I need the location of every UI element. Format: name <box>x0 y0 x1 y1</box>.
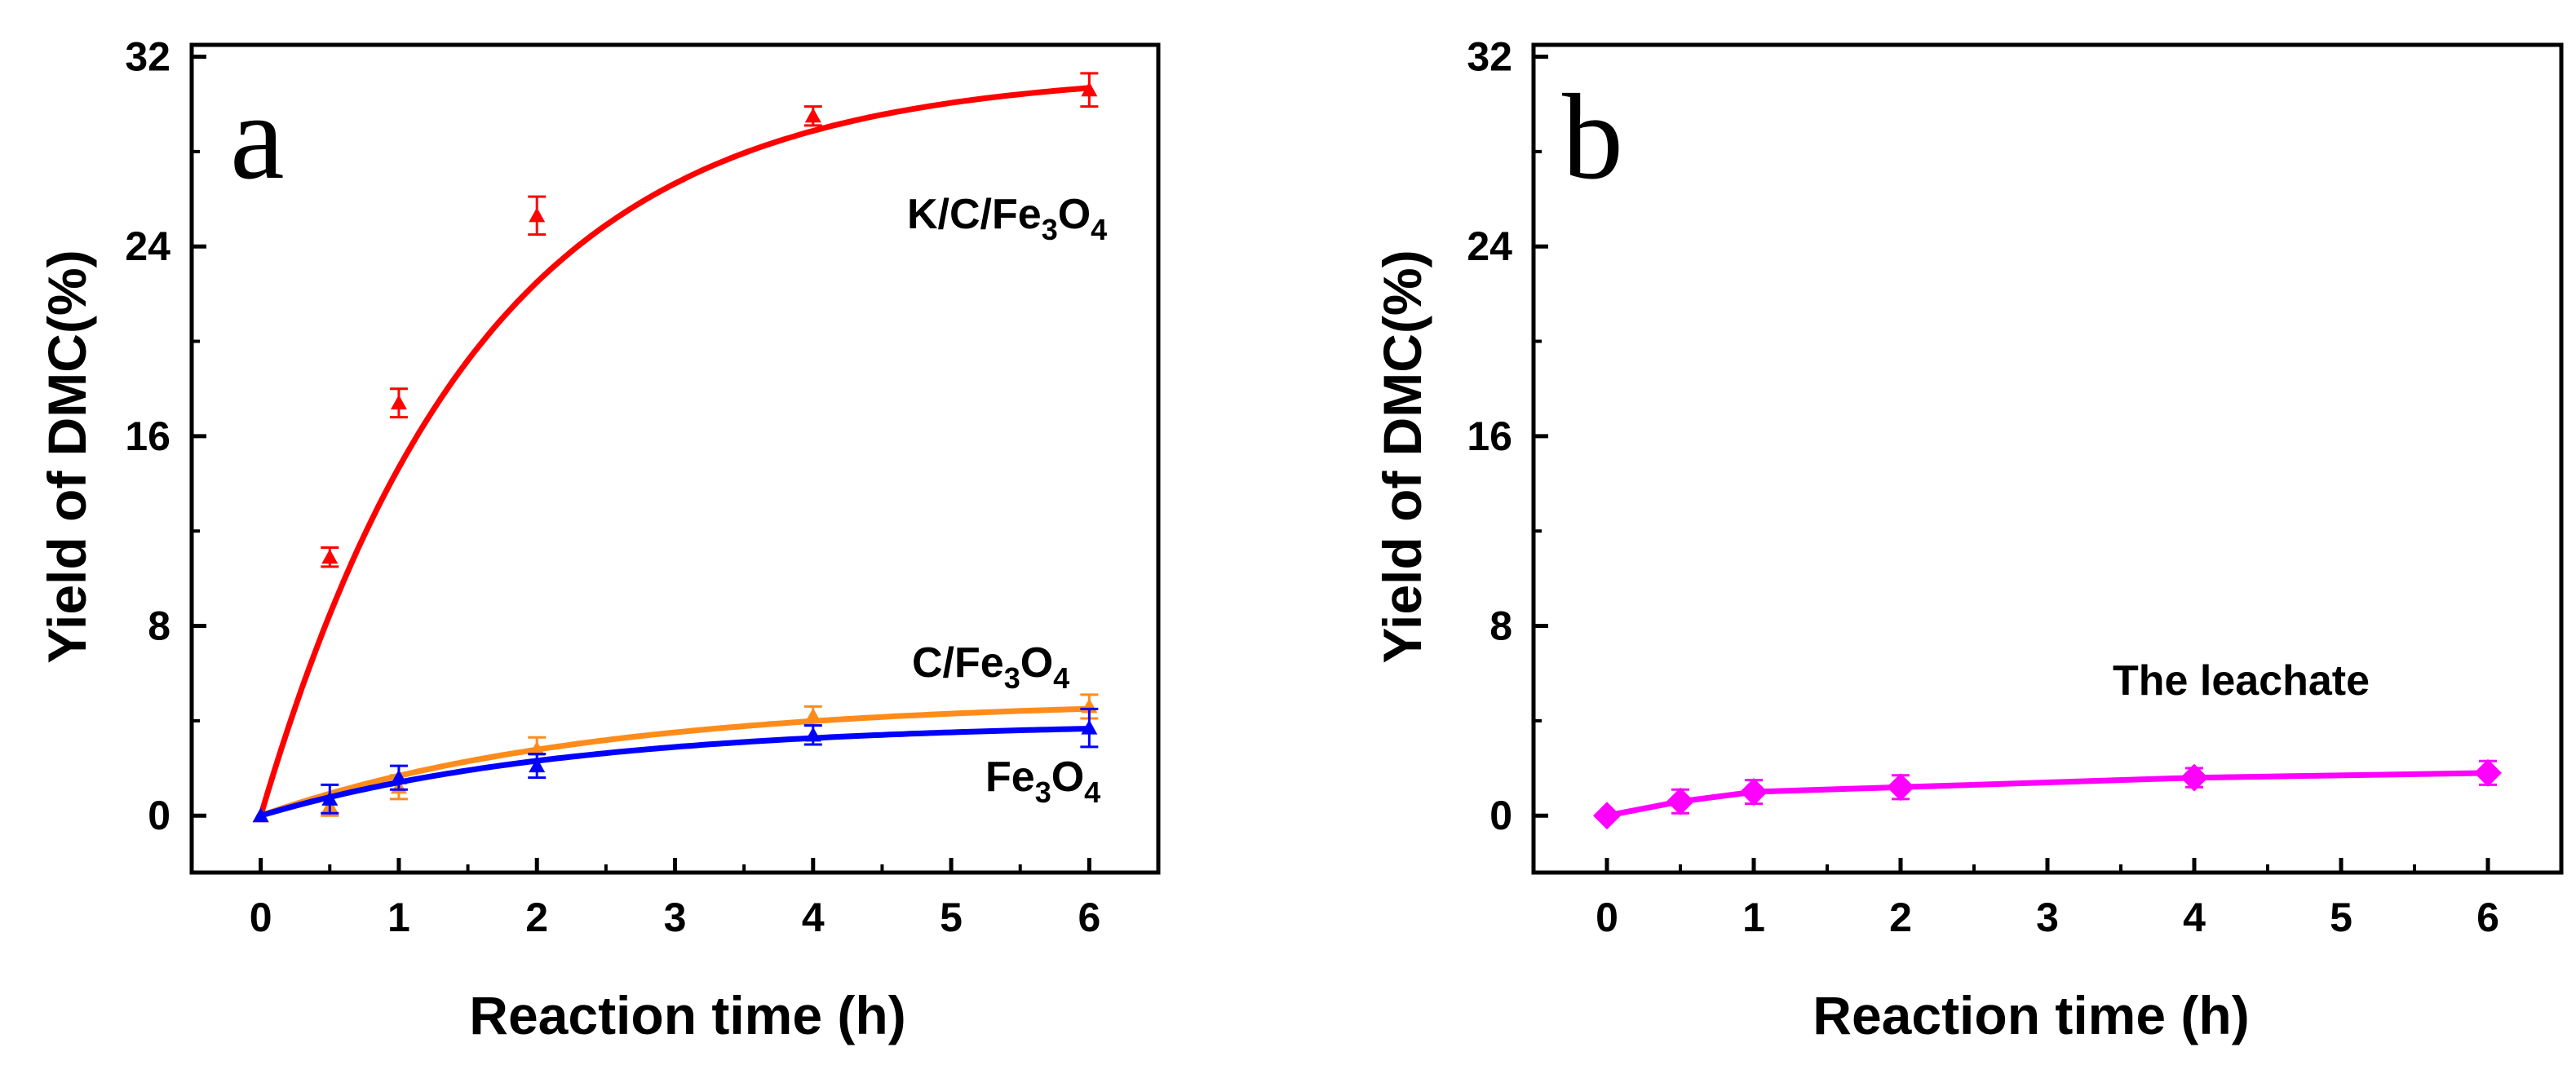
panel-b-x-axis-label: Reaction time (h) <box>1812 985 2249 1045</box>
data-point-the-leachate <box>2474 758 2502 787</box>
panel-b-x-tick-label: 2 <box>1889 895 1912 940</box>
panel-b-letter: b <box>1562 69 1623 205</box>
panel-a: a Reaction time (h) Yield of DMC(%) 0 8 … <box>37 34 1161 1045</box>
panel-b-y-tick-label: 32 <box>1467 34 1512 80</box>
panel-b-x-tick-label: 6 <box>2476 895 2499 940</box>
data-point-k-c-fe3o4 <box>321 549 339 564</box>
panel-a-letter: a <box>230 69 285 205</box>
series-label-c-fe3o4: C/Fe3O4 <box>912 639 1069 695</box>
data-point-c-fe3o4 <box>529 740 546 756</box>
data-point-fe3o4 <box>1081 719 1098 735</box>
panel-b-y-tick-label: 16 <box>1467 413 1512 459</box>
panel-b-x-tick-label: 4 <box>2183 895 2206 940</box>
series-label-the-leachate: The leachate <box>2113 657 2370 705</box>
panel-a-y-tick-label: 16 <box>125 413 170 459</box>
panel-a-x-tick-label: 5 <box>940 895 963 940</box>
data-point-fe3o4 <box>804 727 821 742</box>
panel-a-x-tick-label: 2 <box>525 895 548 940</box>
series-line-fe3o4 <box>259 726 1090 819</box>
series-line-c-fe3o4 <box>259 705 1090 819</box>
panel-a-x-tick-label: 3 <box>664 895 687 940</box>
series-label-fe3o4: Fe3O4 <box>985 753 1100 809</box>
panel-b-y-tick-label: 8 <box>1489 603 1512 649</box>
data-point-the-leachate <box>1666 787 1694 815</box>
data-point-fe3o4 <box>252 807 269 823</box>
panel-a-x-tick-label: 1 <box>387 895 410 940</box>
panel-b: b Reaction time (h) Yield of DMC(%) 0 8 … <box>1372 34 2564 1045</box>
data-point-the-leachate <box>1887 773 1914 802</box>
panel-a-y-tick-label: 8 <box>148 603 170 649</box>
series-line-the-leachate <box>1606 770 2489 819</box>
panel-b-y-axis-label: Yield of DMC(%) <box>1372 250 1432 663</box>
panel-b-x-tick-label: 0 <box>1596 895 1618 940</box>
panel-b-plot-frame <box>1531 42 2564 875</box>
data-point-the-leachate <box>1593 802 1621 830</box>
panel-a-y-axis-label: Yield of DMC(%) <box>37 250 97 663</box>
data-point-the-leachate <box>1740 778 1768 806</box>
data-point-c-fe3o4 <box>804 708 821 723</box>
panel-a-y-tick-label: 0 <box>148 793 170 838</box>
series-line-k-c-fe3o4 <box>258 85 1090 817</box>
panel-a-x-tick-label: 0 <box>250 895 272 940</box>
panel-b-x-tick-label: 3 <box>2036 895 2059 940</box>
data-point-k-c-fe3o4 <box>390 395 407 410</box>
panel-b-y-tick-label: 0 <box>1489 793 1512 838</box>
series-label-k-c-fe3o4: K/C/Fe3O4 <box>907 191 1107 246</box>
panel-b-x-tick-label: 5 <box>2330 895 2352 940</box>
panel-a-x-axis-label: Reaction time (h) <box>469 985 905 1045</box>
data-point-fe3o4 <box>321 790 339 806</box>
panel-a-x-tick-label: 4 <box>802 895 825 940</box>
data-point-fe3o4 <box>529 758 546 773</box>
panel-a-y-tick-label: 32 <box>125 34 170 80</box>
data-point-k-c-fe3o4 <box>804 108 821 123</box>
data-point-the-leachate <box>2180 763 2208 792</box>
panel-a-y-tick-label: 24 <box>125 223 170 269</box>
panel-b-x-tick-label: 1 <box>1742 895 1765 940</box>
data-point-fe3o4 <box>390 769 407 784</box>
data-point-k-c-fe3o4 <box>1081 82 1098 97</box>
panel-a-x-tick-label: 6 <box>1078 895 1100 940</box>
data-point-k-c-fe3o4 <box>529 207 546 223</box>
panel-b-y-tick-label: 24 <box>1467 223 1512 269</box>
